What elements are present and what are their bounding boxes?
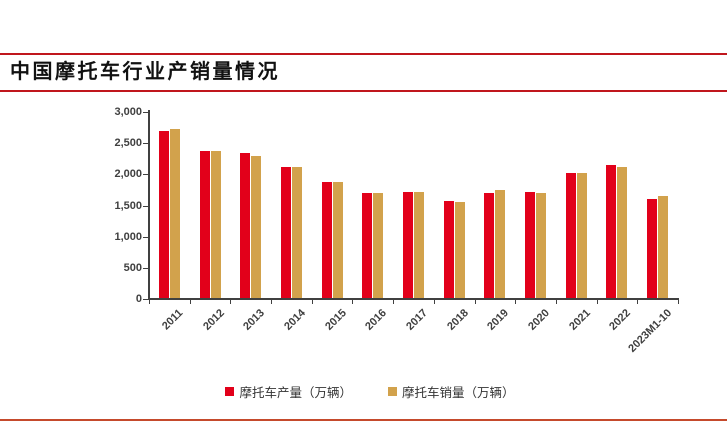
y-axis-tick-label: 1,000 (114, 230, 142, 243)
production-bar (199, 150, 210, 299)
y-axis-tick-label: 500 (123, 261, 142, 274)
y-axis-tick-label: 3,000 (114, 106, 142, 118)
sales-bar (169, 129, 180, 299)
x-axis-tick (637, 300, 639, 304)
x-axis-label: 2022 (607, 307, 634, 333)
x-axis-label: 2021 (566, 307, 593, 333)
production-bar (443, 201, 454, 299)
x-axis-label: 2013 (241, 307, 268, 333)
x-axis-line (148, 298, 679, 300)
sales-bar (576, 173, 587, 299)
legend-label-sales: 摩托车销量（万辆） (402, 386, 515, 400)
x-axis-label: 2012 (200, 307, 227, 333)
sales-bar (617, 166, 628, 299)
x-axis-tick (474, 300, 476, 304)
x-axis-tick (555, 300, 557, 304)
y-axis-tick (143, 143, 149, 145)
sales-bar (495, 189, 506, 299)
production-bar (606, 164, 617, 299)
legend-item-production: 摩托车产量（万辆） (225, 382, 352, 401)
x-axis-label: 2016 (363, 307, 390, 333)
header-top-divider (0, 53, 727, 55)
production-bar (403, 192, 413, 299)
y-axis-tick (143, 205, 149, 207)
x-axis-tick (515, 300, 517, 304)
legend-item-sales: 摩托车销量（万辆） (388, 382, 515, 401)
production-bar (647, 198, 658, 299)
x-axis-label: 2015 (322, 307, 349, 333)
y-axis-tick (143, 174, 149, 176)
x-axis-label: 2018 (444, 307, 471, 333)
production-bar (158, 130, 169, 299)
x-axis-tick (230, 300, 232, 304)
y-axis-line (148, 110, 150, 300)
y-axis-tick-label: 1,500 (114, 199, 142, 212)
sales-bar (414, 192, 424, 299)
sales-bar (251, 155, 262, 299)
x-axis-tick (149, 300, 150, 304)
production-bar (240, 153, 251, 299)
production-bar (484, 192, 495, 299)
production-bar (280, 166, 291, 299)
production-bar (565, 173, 576, 299)
x-axis-tick (433, 300, 435, 304)
production-series-swatch-icon (225, 387, 235, 396)
x-axis-tick (311, 300, 313, 304)
chart-legend: 摩托车产量（万辆） 摩托车销量（万辆） (0, 382, 727, 401)
sales-bar (291, 166, 302, 299)
y-axis-tick-label: 2,000 (114, 168, 142, 181)
legend-label-production: 摩托车产量（万辆） (239, 386, 352, 400)
x-axis-tick (596, 300, 598, 304)
production-bar (525, 192, 536, 299)
page-title: 中国摩托车行业产销量情况 (10, 59, 280, 83)
footer-divider (0, 419, 727, 421)
x-axis-label: 2019 (485, 307, 512, 333)
sales-bar (332, 181, 343, 299)
x-axis-tick (678, 300, 679, 304)
x-axis-tick (189, 300, 191, 304)
x-axis-label: 2023M1-10 (626, 307, 675, 355)
x-axis-tick (352, 300, 354, 304)
sales-bar (454, 201, 465, 299)
y-axis-tick (143, 112, 149, 113)
sales-bar (210, 150, 221, 299)
x-axis-label: 2020 (526, 307, 553, 333)
y-axis-tick (143, 236, 149, 238)
x-axis-label: 2011 (160, 307, 186, 333)
x-axis-label: 2017 (404, 307, 430, 333)
sales-series-swatch-icon (388, 387, 397, 396)
y-axis-tick (143, 267, 149, 269)
production-bar (321, 181, 332, 299)
x-axis-tick (393, 300, 395, 304)
x-axis-tick (271, 300, 273, 304)
header-bottom-divider (0, 90, 727, 92)
y-axis-tick-label: 0 (135, 293, 142, 305)
sales-bar (658, 196, 669, 299)
sales-bar (536, 192, 547, 299)
sales-bar (373, 193, 384, 299)
production-bar (362, 193, 373, 299)
y-axis-tick-label: 2,500 (114, 137, 142, 150)
y-axis-tick (143, 299, 149, 300)
x-axis-label: 2014 (282, 307, 308, 333)
